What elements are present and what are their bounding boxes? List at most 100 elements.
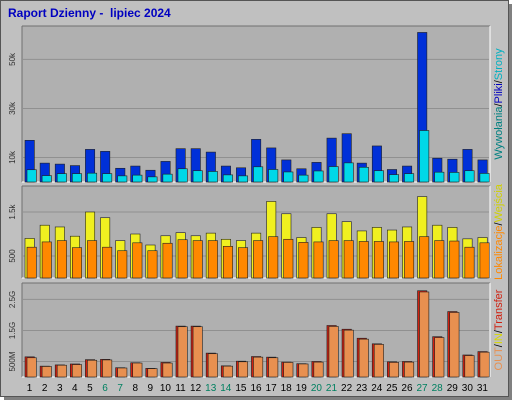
bar-lokalizacje xyxy=(71,247,82,279)
x-day-label: 25 xyxy=(386,383,398,394)
bar-lokalizacje xyxy=(464,246,475,279)
bar-lokalizacje xyxy=(434,240,445,279)
y-tick-label-bottom: 500M xyxy=(8,351,17,371)
bar-lokalizacje xyxy=(102,246,113,279)
x-day-label: 26 xyxy=(401,383,413,394)
bar-strony xyxy=(132,174,143,183)
bar-out xyxy=(207,353,218,378)
bar-lokalizacje xyxy=(177,239,188,279)
bar-lokalizacje xyxy=(238,247,249,279)
bar-strony xyxy=(358,166,369,183)
bar-out xyxy=(56,364,67,378)
chart-x-day-labels: 1 2 3 4 5 6 7 8 9 10 11 12 13 14 15 16 17 18 19 20 21 22 23 24 2… xyxy=(27,383,489,394)
x-day-label: 15 xyxy=(235,383,247,394)
y-tick-label-top: 10k xyxy=(8,150,17,164)
bar-strony xyxy=(434,171,445,183)
x-day-label: 6 xyxy=(102,383,108,394)
x-day-label: 8 xyxy=(132,383,138,394)
bar-out xyxy=(132,362,143,378)
x-day-label: 30 xyxy=(462,383,474,394)
x-day-label: 16 xyxy=(250,383,262,394)
bar-strony xyxy=(102,173,113,183)
bar-out xyxy=(162,362,173,378)
bar-strony xyxy=(253,166,264,183)
bar-out xyxy=(389,362,399,378)
bar-strony xyxy=(343,162,354,183)
bar-strony xyxy=(177,168,188,183)
x-day-label: 27 xyxy=(417,383,429,394)
x-day-label: 10 xyxy=(160,383,172,394)
legend-top-entry: Wywołania xyxy=(493,106,505,160)
x-day-label: 29 xyxy=(447,383,459,394)
bar-lokalizacje xyxy=(373,241,384,279)
x-day-label: 3 xyxy=(57,383,63,394)
bar-lokalizacje xyxy=(389,241,399,279)
bar-strony xyxy=(71,173,82,183)
bar-out xyxy=(464,355,475,378)
bar-lokalizacje xyxy=(192,240,203,279)
bar-strony xyxy=(268,169,279,183)
legend-middle-entry: Lokalizacje xyxy=(493,225,505,279)
bar-out xyxy=(71,364,82,378)
x-day-label: 5 xyxy=(87,383,93,394)
bar-lokalizacje xyxy=(87,240,98,279)
bar-lokalizacje xyxy=(313,241,324,279)
bar-out xyxy=(238,361,249,378)
bar-out xyxy=(192,326,203,378)
frame-shadow-right xyxy=(509,4,512,400)
bar-out xyxy=(373,344,384,378)
bar-out xyxy=(404,361,415,378)
bar-lokalizacje xyxy=(26,246,37,279)
legend-bottom: OUT/IN/Transfer xyxy=(493,289,505,370)
x-day-label: 9 xyxy=(148,383,154,394)
bar-lokalizacje xyxy=(404,241,415,279)
bar-strony xyxy=(464,170,475,183)
bar-strony xyxy=(238,175,249,183)
bar-out xyxy=(358,338,369,378)
bar-strony xyxy=(328,166,339,183)
bar-lokalizacje xyxy=(253,240,264,279)
y-tick-label-middle: 500 xyxy=(8,249,17,263)
bar-lokalizacje xyxy=(268,236,279,279)
bar-strony xyxy=(389,174,399,183)
x-day-label: 4 xyxy=(72,383,78,394)
report-title: Raport Dzienny - lipiec 2024 xyxy=(8,6,171,20)
x-day-label: 18 xyxy=(281,383,293,394)
x-day-label: 17 xyxy=(266,383,278,394)
frame-shadow-bottom xyxy=(4,397,512,400)
bar-lokalizacje xyxy=(132,242,143,279)
bar-lokalizacje xyxy=(283,238,294,279)
bar-out xyxy=(328,326,339,378)
legend-bottom-entry: Transfer xyxy=(493,289,505,330)
bar-strony xyxy=(479,173,490,183)
x-day-label: 2 xyxy=(42,383,48,394)
legend-bottom-entry: / xyxy=(493,329,505,333)
chart-legends: Wywołania/Pliki/StronyLokalizacje/Wejści… xyxy=(493,48,505,371)
y-tick-label-middle: 1.5k xyxy=(8,203,17,219)
bar-strony xyxy=(419,130,430,183)
bar-strony xyxy=(87,172,98,183)
bar-strony xyxy=(56,173,67,183)
x-day-label: 28 xyxy=(432,383,444,394)
x-day-label: 7 xyxy=(117,383,123,394)
bar-strony xyxy=(283,171,294,183)
x-day-label: 21 xyxy=(326,383,338,394)
bar-out xyxy=(313,361,324,378)
bar-out xyxy=(283,362,294,378)
bar-strony xyxy=(207,171,218,183)
bar-strony xyxy=(41,175,52,183)
bar-strony xyxy=(313,170,324,183)
bar-lokalizacje xyxy=(41,241,52,279)
bar-strony xyxy=(222,174,233,183)
chart-y-tick-labels: 10k 30k 50k 500 1.5k 500M 1.5G 2.5G xyxy=(8,52,17,372)
bar-lokalizacje xyxy=(298,242,309,279)
bar-out xyxy=(298,363,309,378)
bar-strony xyxy=(449,172,460,183)
bar-out xyxy=(147,368,158,378)
y-tick-label-bottom: 2.5G xyxy=(8,291,17,308)
legend-top-entry: Pliki xyxy=(493,83,505,103)
bar-lokalizacje xyxy=(56,240,67,279)
bar-out xyxy=(479,351,490,378)
legend-bottom-entry: / xyxy=(493,343,505,347)
legend-middle-entry: Wejścia xyxy=(493,183,505,222)
